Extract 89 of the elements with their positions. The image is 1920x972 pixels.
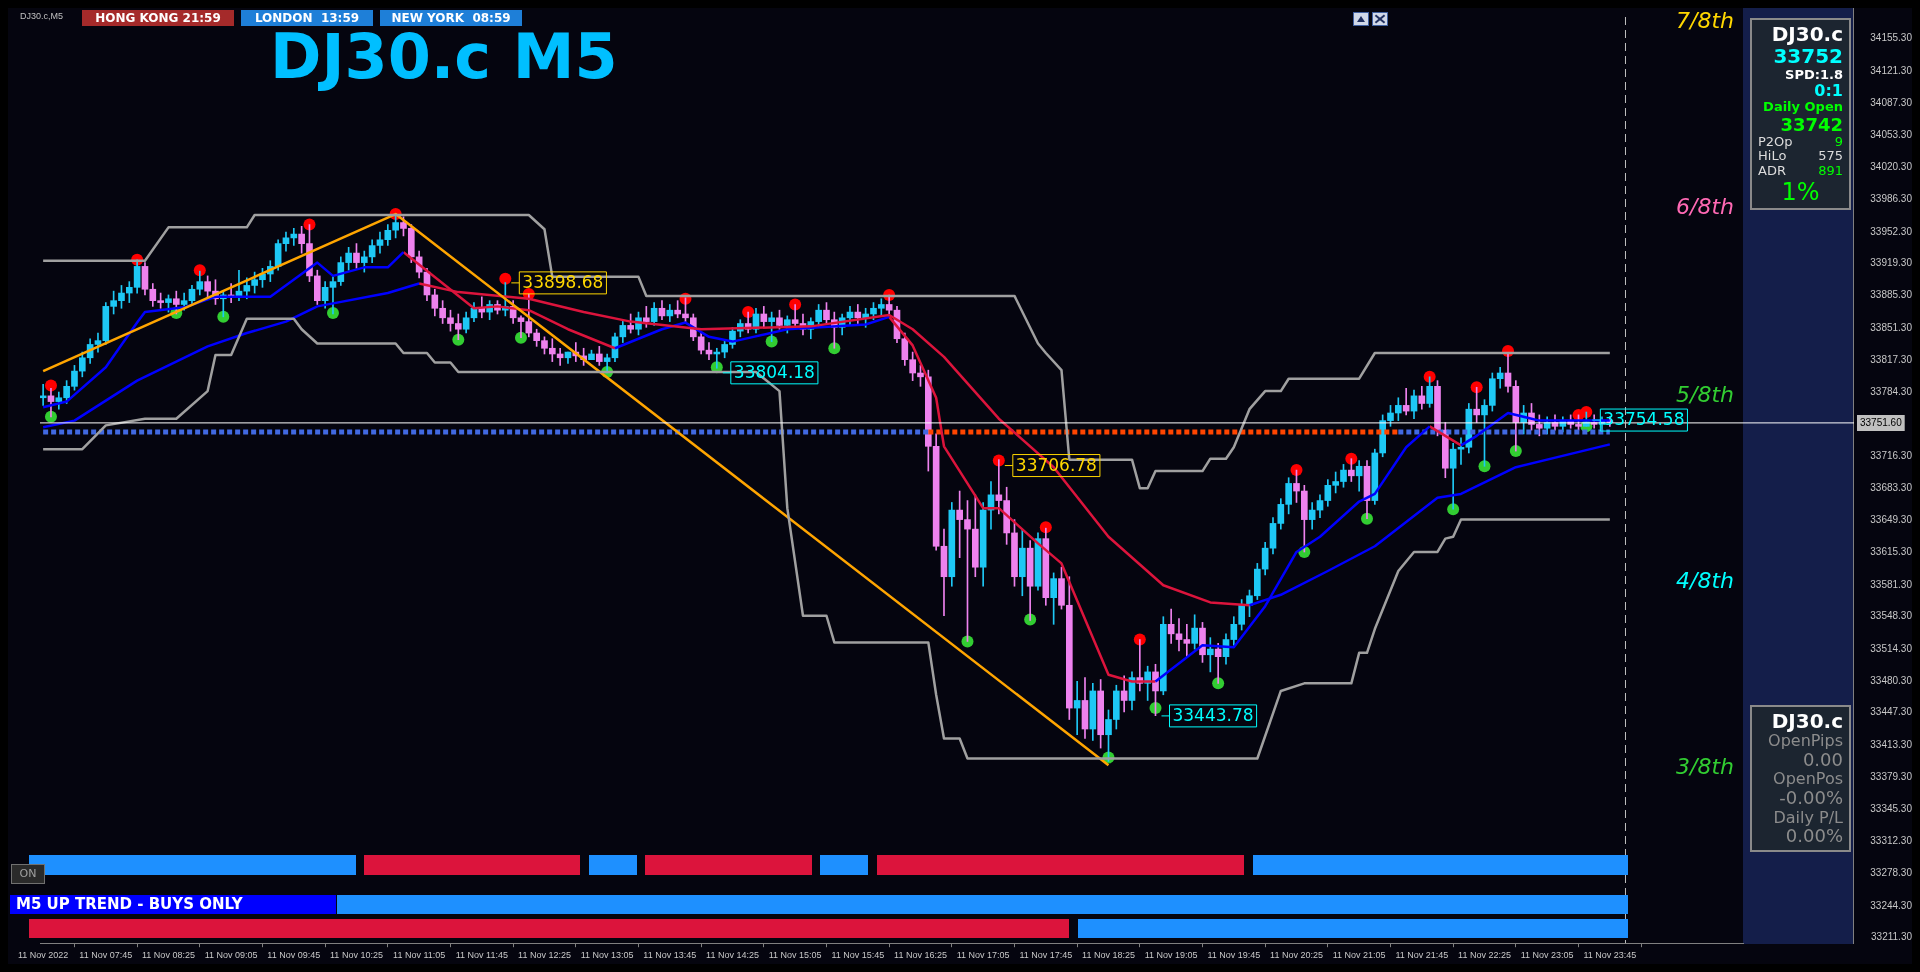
annotation: DJ30.c,M5 — [20, 11, 64, 21]
x-tick-label: 11 Nov 07:45 — [79, 950, 133, 961]
y-tick-label: 33345.30 — [1870, 803, 1913, 815]
y-tick-label: 33312.30 — [1870, 834, 1913, 846]
annotation: 6/8th — [1675, 194, 1735, 220]
x-tick-label: 11 Nov 10:25 — [330, 950, 383, 961]
y-tick-label: 33851.30 — [1870, 321, 1913, 333]
text: 0.00% — [1785, 825, 1843, 847]
x-tick-label: 11 Nov 13:05 — [580, 950, 634, 961]
annotation: 3/8th — [1675, 754, 1735, 780]
x-tick-label: 11 Nov 20:25 — [1270, 950, 1323, 961]
text: 575 — [1818, 148, 1843, 165]
text: P2Op — [1758, 133, 1793, 150]
y-tick-label: 33244.30 — [1870, 899, 1913, 911]
y-tick-label: 33952.30 — [1870, 225, 1913, 237]
text: Daily Open — [1763, 99, 1843, 115]
y-tick-label: 33379.30 — [1870, 771, 1913, 783]
x-tick-label: 11 Nov 09:45 — [267, 950, 321, 961]
y-tick-label: 33480.30 — [1870, 674, 1913, 686]
x-tick-label: 11 Nov 19:05 — [1144, 950, 1198, 961]
x-tick-label: 11 Nov 15:05 — [768, 950, 822, 961]
banner-box: M5 UP TREND - BUYS ONLY — [10, 895, 336, 914]
annotation: 33443.78 — [1172, 705, 1254, 726]
x-tick-label: 11 Nov 23:05 — [1520, 950, 1574, 961]
ref-line-label: 33751.60 — [1860, 416, 1903, 428]
annotation: 4/8th — [1675, 568, 1735, 594]
x-tick-label: 11 Nov 17:45 — [1019, 950, 1073, 961]
text: SPD:1.8 — [1785, 66, 1843, 83]
y-tick-label: 33514.30 — [1870, 642, 1913, 654]
y-tick-label: 33784.30 — [1870, 385, 1913, 397]
y-tick-label: 34087.30 — [1870, 97, 1913, 109]
x-tick-label: 11 Nov 14:25 — [706, 950, 759, 961]
x-tick-label: 11 Nov 12:25 — [518, 950, 571, 961]
x-tick-label: 11 Nov 18:25 — [1082, 950, 1135, 961]
y-tick-label: 33447.30 — [1870, 706, 1913, 718]
x-tick-label: 11 Nov 08:25 — [142, 950, 195, 961]
y-tick-label: 34053.30 — [1870, 129, 1913, 141]
y-tick-label: 33885.30 — [1870, 289, 1913, 301]
text: 33742 — [1780, 113, 1843, 135]
x-tick-label: 11 Nov 17:05 — [956, 950, 1010, 961]
y-tick-label: 33581.30 — [1870, 578, 1913, 590]
text: -0.00% — [1779, 787, 1843, 809]
y-tick-label: 33716.30 — [1870, 450, 1913, 462]
text: 1% — [1781, 177, 1820, 206]
y-tick-label: 33986.30 — [1870, 193, 1913, 205]
y-tick-label: 33548.30 — [1870, 610, 1913, 622]
y-tick-label: 33615.30 — [1870, 546, 1913, 558]
x-tick-label: 11 Nov 23:45 — [1583, 950, 1637, 961]
x-tick-label: 11 Nov 16:25 — [894, 950, 947, 961]
text: OpenPips — [1768, 731, 1843, 751]
y-tick-label: 33413.30 — [1870, 738, 1913, 750]
y-tick-label: 33211.30 — [1871, 930, 1913, 942]
annotation: NEW YORK 08:59 — [380, 10, 522, 26]
text: 0.00 — [1802, 749, 1843, 771]
x-tick-label: 11 Nov 15:45 — [831, 950, 885, 961]
text: DJ30.c — [1771, 22, 1843, 46]
y-tick-label: 34121.30 — [1870, 64, 1913, 76]
text: 0:1 — [1814, 81, 1843, 101]
text: 9 — [1834, 133, 1843, 150]
y-tick-label: 34020.30 — [1870, 160, 1913, 172]
annotation: 33898.68 — [522, 272, 604, 293]
text: OpenPos — [1773, 769, 1843, 789]
on-button: ON — [11, 864, 45, 884]
x-tick-label: 11 Nov 22:25 — [1458, 950, 1511, 961]
annotation: LONDON 13:59 — [241, 10, 373, 26]
y-tick-label: 33649.30 — [1870, 514, 1913, 526]
x-tick-label: 11 Nov 21:45 — [1395, 950, 1449, 961]
x-tick-label: 11 Nov 13:45 — [643, 950, 697, 961]
x-tick-label: 11 Nov 19:45 — [1207, 950, 1261, 961]
y-tick-label: 33817.30 — [1870, 354, 1913, 366]
x-tick-label: 11 Nov 2022 — [17, 950, 69, 961]
text: 33752 — [1773, 44, 1843, 69]
y-tick-label: 33919.30 — [1870, 257, 1913, 269]
annotation: 33804.18 — [733, 362, 815, 383]
text: Daily P/L — [1773, 807, 1843, 827]
annotation: 5/8th — [1675, 382, 1735, 408]
y-tick-label: 33683.30 — [1870, 481, 1913, 493]
text: 891 — [1818, 163, 1843, 179]
text: DJ30.c — [1771, 709, 1843, 733]
x-tick-label: 11 Nov 09:05 — [204, 950, 258, 961]
x-tick-label: 11 Nov 11:45 — [455, 950, 508, 961]
annotation: HONG KONG 21:59 — [82, 10, 234, 26]
x-tick-label: 11 Nov 21:05 — [1332, 950, 1386, 961]
x-tick-label: 11 Nov 11:05 — [393, 950, 446, 961]
y-tick-label: 34155.30 — [1870, 32, 1913, 44]
y-tick-label: 33278.30 — [1870, 867, 1913, 879]
annotation: 7/8th — [1675, 8, 1735, 34]
text: HiLo — [1758, 148, 1787, 165]
text: ADR — [1758, 163, 1786, 179]
